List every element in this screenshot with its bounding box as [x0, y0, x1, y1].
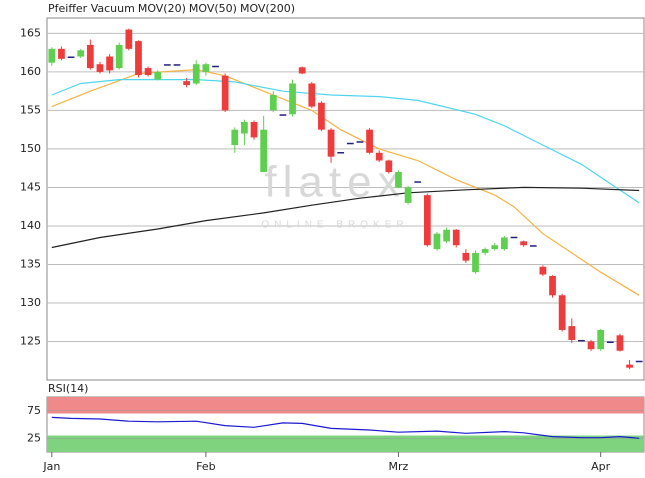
x-tick-label: Apr: [591, 460, 611, 473]
y-tick-label: 135: [20, 257, 41, 270]
y-tick-label: 125: [20, 334, 41, 347]
y-tick-label: 160: [20, 65, 41, 78]
watermark: flatex: [264, 158, 405, 207]
candle-body: [308, 83, 316, 107]
line-series: [51, 68, 640, 296]
candle-body: [173, 64, 181, 66]
candle-body: [366, 129, 373, 153]
candle-body: [260, 129, 268, 173]
candle-body: [568, 326, 576, 340]
y-tick-label: 130: [20, 296, 41, 309]
candle-body: [96, 64, 104, 72]
candle-body: [48, 48, 56, 63]
candle-body: [443, 229, 450, 242]
candle-body: [356, 141, 364, 143]
candle-body: [231, 129, 239, 146]
y-tick-label: 140: [20, 219, 41, 232]
y-tick-label: 150: [20, 142, 41, 155]
y-tick-label: 145: [20, 180, 41, 193]
legend-entry: MOV(50): [189, 2, 237, 15]
legend-entry: MOV(20): [138, 2, 186, 15]
candle-body: [452, 229, 460, 246]
candle-body: [327, 129, 335, 157]
candle-body: [587, 341, 595, 350]
candle-body: [539, 266, 547, 275]
plot-area: [46, 17, 645, 381]
candle-body: [289, 83, 296, 115]
candle-body: [346, 142, 354, 145]
candle-body: [163, 64, 171, 66]
candle-body: [529, 245, 537, 247]
candle-body: [635, 360, 643, 363]
legend-entry: MOV(200): [240, 2, 295, 15]
candle-body: [279, 114, 287, 116]
candle-body: [404, 187, 412, 203]
x-tick-label: Feb: [196, 460, 215, 473]
candle-body: [385, 160, 393, 173]
candle-body: [212, 65, 219, 68]
legend-entry: RSI(14): [48, 382, 88, 395]
candle-body: [67, 56, 75, 59]
candle-body: [318, 102, 325, 130]
candle-body: [125, 29, 133, 49]
candle-body: [414, 181, 422, 183]
y-tick-label: 165: [20, 26, 41, 39]
candle-body: [135, 41, 142, 75]
candle-body: [549, 276, 556, 296]
legend-entry: Pfeiffer Vacuum: [48, 2, 135, 15]
candle-body: [77, 50, 85, 57]
candle-body: [106, 56, 113, 71]
y-tick-label: 155: [20, 103, 41, 116]
candle-body: [491, 245, 499, 250]
candle-body: [481, 249, 489, 253]
candle-body: [616, 335, 624, 351]
candle-body: [115, 44, 123, 69]
candle-body: [423, 195, 431, 246]
candle-body: [578, 339, 585, 342]
candle-body: [472, 252, 479, 273]
candle-body: [221, 75, 229, 111]
candle-body: [501, 237, 508, 250]
candle-body: [462, 252, 470, 261]
candle-body: [202, 64, 210, 72]
watermark-sub: ONLINE BROKER: [261, 220, 408, 231]
candle-body: [144, 68, 152, 75]
candle-body: [626, 364, 633, 368]
candle-body: [520, 241, 528, 246]
band: [47, 397, 644, 414]
candle-body: [606, 341, 614, 343]
candle-body: [154, 71, 162, 80]
candle-body: [58, 48, 65, 59]
x-tick-label: Mrz: [389, 460, 409, 473]
candle-body: [269, 95, 277, 111]
y-tick-label: 25: [27, 431, 41, 444]
candle-body: [250, 121, 258, 138]
candle-body: [192, 64, 200, 84]
candle-body: [86, 44, 94, 69]
candle-body: [510, 236, 518, 239]
line-series: [51, 416, 640, 439]
candle-body: [298, 67, 306, 74]
x-tick-label: Jan: [42, 460, 60, 473]
candle-body: [337, 152, 345, 154]
candle-body: [375, 152, 383, 161]
candle-body: [597, 329, 605, 350]
candle-body: [433, 233, 441, 250]
candle-body: [558, 295, 566, 330]
candle-body: [183, 81, 190, 86]
candle-body: [395, 172, 402, 188]
y-tick-label: 75: [27, 404, 41, 417]
candle-body: [241, 121, 248, 134]
line-series: [51, 186, 640, 249]
band: [47, 435, 644, 452]
